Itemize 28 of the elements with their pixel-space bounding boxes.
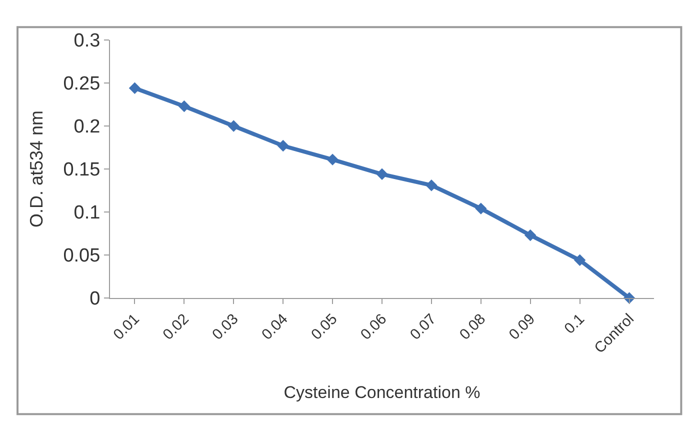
y-axis-title: O.D. at534 nm bbox=[26, 110, 46, 228]
point bbox=[277, 140, 289, 152]
x-tick-label: 0.09 bbox=[506, 310, 538, 344]
x-tick-label: 0.02 bbox=[160, 310, 192, 344]
y-tick-label: 0.3 bbox=[74, 30, 100, 52]
point bbox=[376, 168, 388, 180]
point bbox=[475, 202, 487, 214]
point bbox=[228, 120, 240, 132]
y-tick-label: 0.25 bbox=[63, 74, 100, 95]
y-tick-label: 0.15 bbox=[63, 160, 100, 181]
point bbox=[574, 254, 586, 266]
y-tick-label: 0.05 bbox=[63, 246, 100, 267]
x-tick-label: 0.06 bbox=[357, 310, 390, 344]
point bbox=[178, 100, 190, 112]
x-tick-label: 0.04 bbox=[258, 310, 292, 344]
point bbox=[524, 229, 536, 242]
x-tick-label: 0.01 bbox=[110, 310, 143, 344]
y-tick-label: 0.1 bbox=[74, 202, 100, 224]
x-tick-label: 0.08 bbox=[456, 310, 490, 344]
point bbox=[426, 179, 438, 192]
y-tick-label: 0.2 bbox=[74, 116, 100, 138]
x-tick-label: 0.1 bbox=[561, 310, 588, 338]
x-axis-title: Cysteine Concentration % bbox=[284, 383, 480, 402]
point bbox=[128, 82, 141, 94]
y-tick-label: 0 bbox=[90, 288, 100, 310]
x-tick-label: 0.05 bbox=[308, 310, 341, 344]
point bbox=[326, 154, 338, 166]
x-tick-label: 0.03 bbox=[209, 310, 242, 344]
